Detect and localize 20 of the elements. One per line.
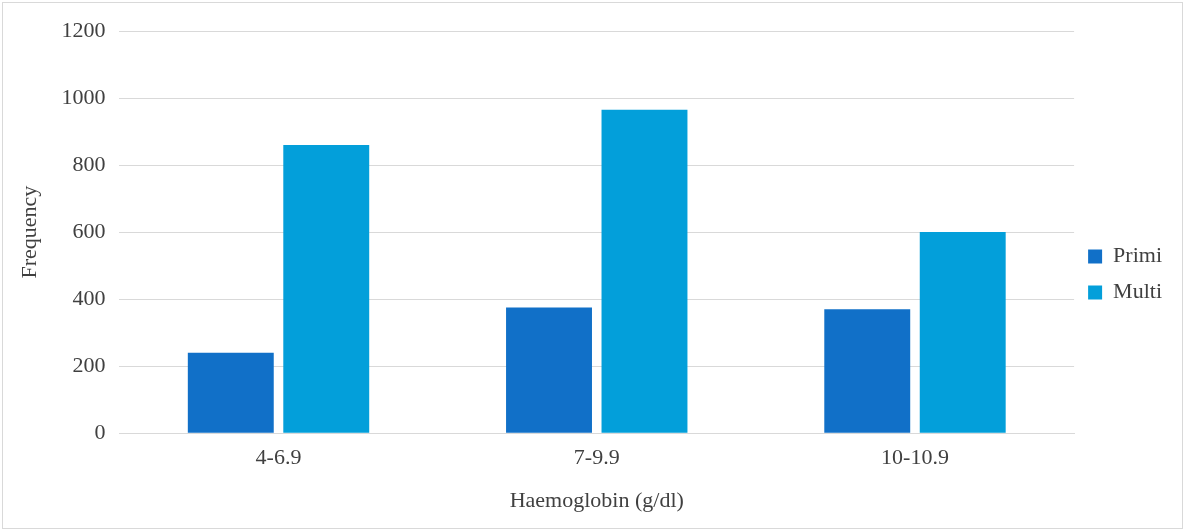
y-tick-label: 1000 [61, 83, 106, 109]
x-tick-label: 7-9.9 [573, 444, 620, 470]
bar [283, 144, 370, 433]
y-axis-title: Frequency [15, 185, 41, 279]
legend-label: Primi [1113, 242, 1163, 268]
y-tick-label: 600 [72, 217, 106, 243]
x-axis-title: Haemoglobin (g/dl) [509, 486, 684, 512]
x-tick-label: 10-10.9 [881, 444, 949, 470]
y-tick-label: 1200 [61, 16, 106, 42]
legend-label: Multi [1113, 278, 1163, 304]
y-tick-label: 0 [94, 418, 106, 444]
y-tick-label: 200 [72, 351, 106, 377]
y-tick-label: 400 [72, 284, 106, 310]
bar [506, 307, 592, 433]
bar [601, 109, 688, 433]
y-tick-label: 800 [72, 150, 106, 176]
x-tick-label: 4-6.9 [255, 444, 302, 470]
bar [187, 352, 274, 433]
bar [919, 232, 1006, 433]
bar [824, 309, 911, 433]
